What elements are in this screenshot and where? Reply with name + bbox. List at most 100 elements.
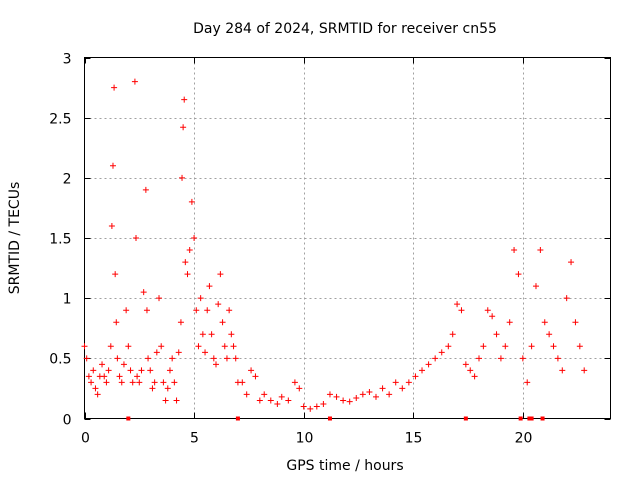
data-point bbox=[541, 319, 548, 326]
data-point bbox=[576, 343, 583, 350]
x-tick-label: 5 bbox=[190, 431, 199, 447]
data-point bbox=[83, 355, 90, 362]
data-point bbox=[296, 385, 303, 392]
data-point bbox=[213, 361, 219, 368]
data-point bbox=[127, 367, 134, 374]
data-point bbox=[379, 385, 386, 392]
data-point bbox=[511, 247, 518, 254]
data-point bbox=[195, 343, 202, 350]
data-point bbox=[120, 361, 127, 368]
data-point bbox=[232, 355, 239, 362]
data-point bbox=[467, 367, 474, 374]
data-point bbox=[179, 174, 186, 181]
data-point bbox=[90, 367, 97, 374]
data-point bbox=[105, 367, 112, 374]
data-point bbox=[243, 391, 250, 398]
data-point bbox=[438, 349, 445, 356]
data-point bbox=[116, 373, 123, 380]
data-point bbox=[112, 271, 119, 278]
data-point bbox=[550, 343, 557, 350]
data-point bbox=[307, 405, 314, 412]
chart-title: Day 284 of 2024, SRMTID for receiver cn5… bbox=[193, 21, 497, 37]
data-point bbox=[412, 373, 419, 380]
y-tick-label: 3 bbox=[63, 52, 72, 68]
data-point bbox=[326, 391, 333, 398]
data-point bbox=[184, 271, 191, 278]
data-point bbox=[300, 403, 307, 410]
plot-frame bbox=[84, 57, 611, 419]
x-tick-label: 0 bbox=[81, 431, 90, 447]
gap-marker bbox=[235, 416, 240, 421]
data-point bbox=[221, 343, 228, 350]
data-point bbox=[230, 343, 237, 350]
grid-lines bbox=[84, 57, 611, 419]
data-point bbox=[173, 397, 180, 404]
data-point bbox=[153, 349, 160, 356]
data-point bbox=[291, 379, 298, 386]
x-tick-label: 15 bbox=[405, 431, 423, 447]
y-axis-label: SRMTID / TECUs bbox=[7, 182, 23, 295]
data-point bbox=[182, 259, 189, 266]
y-tick-label: 2 bbox=[63, 172, 72, 188]
gap-marker bbox=[327, 416, 332, 421]
data-point bbox=[484, 307, 491, 314]
data-point bbox=[113, 319, 120, 326]
data-point bbox=[471, 373, 478, 380]
data-point bbox=[175, 349, 182, 356]
data-point bbox=[188, 198, 195, 205]
data-point bbox=[554, 355, 561, 362]
data-point bbox=[191, 235, 198, 241]
data-point bbox=[164, 385, 171, 392]
gap-marker bbox=[126, 416, 131, 421]
data-point bbox=[454, 301, 461, 308]
data-point bbox=[489, 313, 496, 320]
data-point bbox=[92, 385, 99, 392]
gap-marker bbox=[529, 416, 534, 421]
y-tick-label: 0.5 bbox=[49, 352, 71, 368]
data-point bbox=[581, 367, 588, 374]
data-point bbox=[480, 343, 487, 350]
data-point bbox=[333, 393, 340, 400]
data-point bbox=[181, 96, 188, 103]
data-point bbox=[506, 319, 513, 326]
data-point bbox=[359, 391, 366, 398]
data-point bbox=[248, 367, 255, 374]
data-point bbox=[528, 343, 535, 350]
data-point bbox=[462, 361, 469, 368]
data-point bbox=[267, 397, 274, 404]
data-point bbox=[537, 247, 544, 254]
data-point bbox=[108, 222, 115, 229]
data-point bbox=[103, 379, 110, 386]
data-point bbox=[114, 355, 121, 362]
data-point bbox=[140, 289, 147, 296]
data-point bbox=[158, 343, 165, 350]
data-point bbox=[107, 343, 114, 350]
data-point bbox=[519, 355, 526, 362]
data-point bbox=[151, 379, 158, 386]
data-point bbox=[217, 271, 224, 278]
data-point bbox=[425, 361, 432, 368]
data-point bbox=[445, 343, 452, 350]
data-point bbox=[256, 397, 263, 404]
x-tick-label: 20 bbox=[515, 431, 533, 447]
data-point bbox=[129, 379, 136, 386]
data-point bbox=[197, 295, 204, 302]
data-point bbox=[524, 379, 531, 386]
data-point bbox=[419, 367, 426, 374]
data-point bbox=[199, 331, 206, 338]
data-point bbox=[202, 349, 209, 356]
data-point bbox=[497, 355, 504, 362]
x-tick-label: 10 bbox=[296, 431, 314, 447]
data-point bbox=[449, 331, 456, 338]
x-axis-label: GPS time / hours bbox=[286, 458, 403, 474]
data-point bbox=[208, 331, 215, 338]
data-point bbox=[156, 295, 163, 302]
data-point bbox=[177, 319, 184, 326]
data-point bbox=[180, 124, 187, 131]
data-point bbox=[162, 397, 169, 404]
data-point bbox=[502, 343, 509, 350]
data-point bbox=[532, 283, 539, 290]
data-point bbox=[399, 385, 406, 392]
data-point bbox=[111, 84, 118, 91]
